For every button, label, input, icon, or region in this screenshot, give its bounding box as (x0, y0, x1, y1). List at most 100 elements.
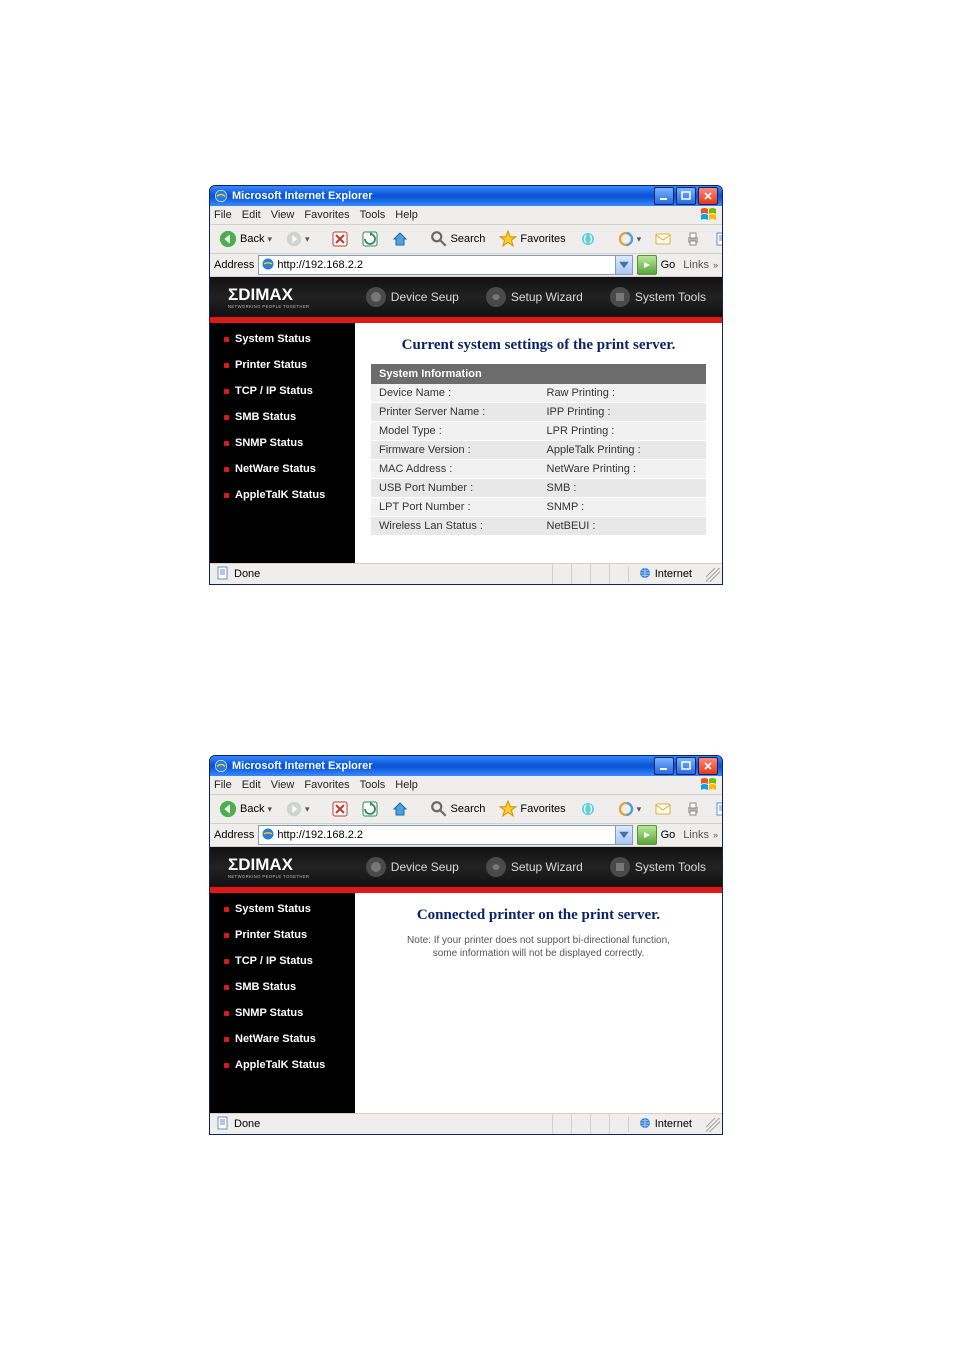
search-button[interactable]: Search (425, 227, 491, 251)
forward-button[interactable]: ▾ (281, 227, 315, 251)
go-button[interactable] (637, 825, 657, 845)
address-dropdown-button[interactable] (616, 825, 633, 845)
bullet-icon (224, 415, 229, 420)
menu-help[interactable]: Help (395, 779, 418, 791)
sidebar-item-tcpip-status[interactable]: TCP / IP Status (210, 955, 355, 967)
titlebar[interactable]: Microsoft Internet Explorer (210, 186, 722, 206)
sidebar-item-label: SNMP Status (235, 1007, 303, 1019)
info-row: LPR Printing : (539, 422, 707, 441)
nav-label: System Tools (635, 290, 706, 304)
sidebar-item-appletalk-status[interactable]: AppleTalK Status (210, 489, 355, 501)
nav-device-setup[interactable]: Device Seup (365, 286, 459, 308)
menu-favorites[interactable]: Favorites (304, 209, 349, 221)
nav-setup-wizard[interactable]: Setup Wizard (485, 856, 583, 878)
sidebar-item-system-status[interactable]: System Status (210, 903, 355, 915)
links-label[interactable]: Links (683, 829, 709, 841)
sidebar-item-printer-status[interactable]: Printer Status (210, 929, 355, 941)
menu-edit[interactable]: Edit (242, 779, 261, 791)
nav-device-setup[interactable]: Device Seup (365, 856, 459, 878)
sidebar-item-appletalk-status[interactable]: AppleTalK Status (210, 1059, 355, 1071)
links-label[interactable]: Links (683, 259, 709, 271)
sidebar-item-smb-status[interactable]: SMB Status (210, 411, 355, 423)
sidebar-item-snmp-status[interactable]: SNMP Status (210, 437, 355, 449)
history-button[interactable]: ▾ (613, 227, 647, 251)
sidebar: System Status Printer Status TCP / IP St… (210, 893, 355, 1113)
menu-file[interactable]: File (214, 209, 232, 221)
home-button[interactable] (387, 797, 413, 821)
sidebar-item-label: Printer Status (235, 359, 307, 371)
stop-button[interactable] (327, 797, 353, 821)
sidebar-item-netware-status[interactable]: NetWare Status (210, 463, 355, 475)
menu-tools[interactable]: Tools (360, 209, 386, 221)
sidebar-item-smb-status[interactable]: SMB Status (210, 981, 355, 993)
menu-tools[interactable]: Tools (360, 779, 386, 791)
print-button[interactable] (680, 797, 706, 821)
maximize-button[interactable] (676, 757, 696, 775)
toolbar: Back ▾ ▾ Search (210, 795, 722, 824)
go-button[interactable] (637, 255, 657, 275)
menu-view[interactable]: View (271, 779, 295, 791)
mail-button[interactable] (650, 227, 676, 251)
toolbar: Back ▾ ▾ Search (210, 225, 722, 254)
minimize-button[interactable] (654, 757, 674, 775)
nav-label: Setup Wizard (511, 290, 583, 304)
nav-setup-wizard[interactable]: Setup Wizard (485, 286, 583, 308)
address-dropdown-button[interactable] (616, 255, 633, 275)
nav-system-tools[interactable]: System Tools (609, 286, 706, 308)
close-button[interactable] (698, 187, 718, 205)
maximize-button[interactable] (676, 187, 696, 205)
sidebar-item-netware-status[interactable]: NetWare Status (210, 1033, 355, 1045)
address-input[interactable] (258, 255, 615, 275)
refresh-button[interactable] (357, 227, 383, 251)
address-input[interactable] (258, 825, 615, 845)
chevron-right-icon: » (713, 260, 718, 270)
nav-system-tools[interactable]: System Tools (609, 856, 706, 878)
brand-header: ΣDIMAX NETWORKING PEOPLE TOGETHER Device… (210, 847, 722, 887)
svg-text:NETWORKING PEOPLE TOGETHER: NETWORKING PEOPLE TOGETHER (228, 304, 309, 309)
sidebar-item-printer-status[interactable]: Printer Status (210, 359, 355, 371)
edit-button[interactable] (710, 797, 723, 821)
sidebar-item-system-status[interactable]: System Status (210, 333, 355, 345)
resize-grip[interactable] (706, 568, 720, 582)
favorites-button[interactable]: Favorites (494, 797, 570, 821)
back-button[interactable]: Back ▾ (214, 227, 277, 251)
home-button[interactable] (387, 227, 413, 251)
titlebar[interactable]: Microsoft Internet Explorer (210, 756, 722, 776)
edit-button[interactable] (710, 227, 723, 251)
media-button[interactable] (575, 797, 601, 821)
resize-grip[interactable] (706, 1118, 720, 1132)
print-button[interactable] (680, 227, 706, 251)
menu-favorites[interactable]: Favorites (304, 779, 349, 791)
address-label: Address (214, 829, 254, 841)
menu-help[interactable]: Help (395, 209, 418, 221)
favorites-button[interactable]: Favorites (494, 227, 570, 251)
menu-view[interactable]: View (271, 209, 295, 221)
sidebar-item-label: NetWare Status (235, 1033, 316, 1045)
refresh-button[interactable] (357, 797, 383, 821)
search-button[interactable]: Search (425, 797, 491, 821)
bullet-icon (224, 1011, 229, 1016)
favorites-label: Favorites (520, 233, 565, 245)
menu-edit[interactable]: Edit (242, 209, 261, 221)
back-button[interactable]: Back ▾ (214, 797, 277, 821)
media-button[interactable] (575, 227, 601, 251)
address-label: Address (214, 259, 254, 271)
ie-icon (214, 759, 228, 773)
forward-button[interactable]: ▾ (281, 797, 315, 821)
stop-button[interactable] (327, 227, 353, 251)
window-title: Microsoft Internet Explorer (232, 190, 654, 202)
address-bar: Address Go Links » (210, 824, 722, 847)
history-button[interactable]: ▾ (613, 797, 647, 821)
bullet-icon (224, 389, 229, 394)
minimize-button[interactable] (654, 187, 674, 205)
mail-button[interactable] (650, 797, 676, 821)
info-row: SMB : (539, 479, 707, 498)
page-icon (216, 1116, 230, 1133)
close-button[interactable] (698, 757, 718, 775)
menu-file[interactable]: File (214, 779, 232, 791)
sidebar-item-snmp-status[interactable]: SNMP Status (210, 1007, 355, 1019)
sidebar-item-label: TCP / IP Status (235, 955, 313, 967)
chevron-down-icon: ▾ (267, 234, 272, 245)
sidebar-item-tcpip-status[interactable]: TCP / IP Status (210, 385, 355, 397)
back-label: Back (240, 803, 264, 815)
